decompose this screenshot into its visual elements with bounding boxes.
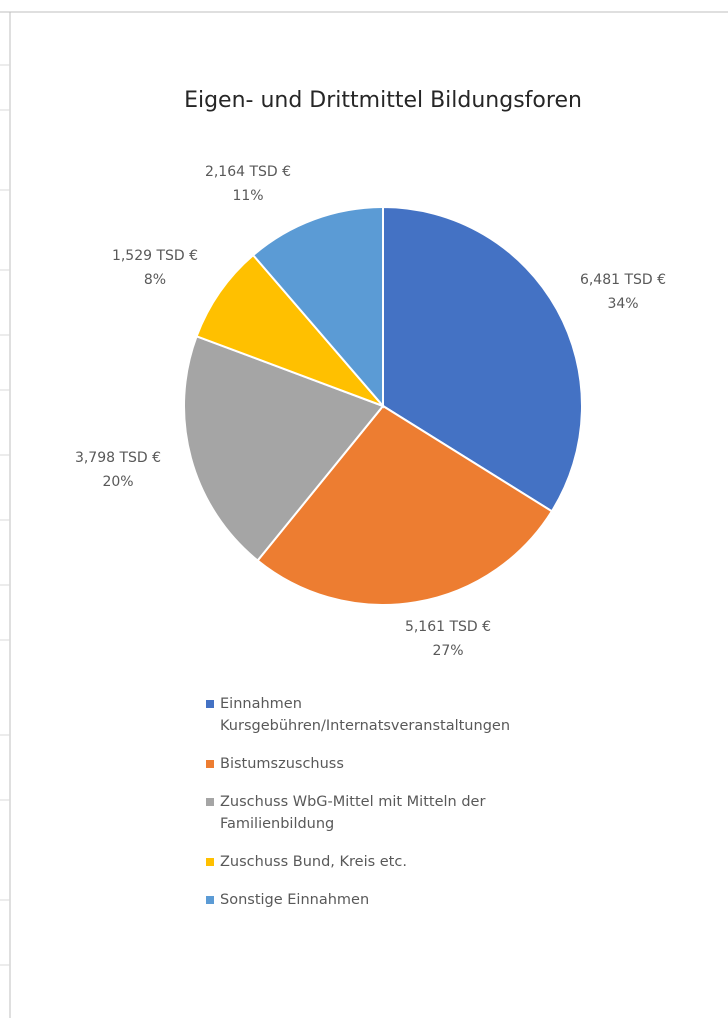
legend-swatch xyxy=(206,858,214,866)
legend-swatch xyxy=(206,798,214,806)
pie-slice xyxy=(382,205,583,513)
value-label: 6,481 TSD € xyxy=(580,272,666,288)
pie-slice xyxy=(256,404,554,606)
chart-title: Eigen- und Drittmittel Bildungsforen xyxy=(184,88,582,113)
legend-item: Zuschuss Bund, Kreis etc. xyxy=(206,851,576,873)
percent-label: 27% xyxy=(432,643,463,659)
value-label: 3,798 TSD € xyxy=(75,450,161,466)
legend-item: Sonstige Einnahmen xyxy=(206,889,576,911)
value-label: 1,529 TSD € xyxy=(112,248,198,264)
legend-swatch xyxy=(206,760,214,768)
legend-item: Bistumszuschuss xyxy=(206,753,576,775)
legend-label: Sonstige Einnahmen xyxy=(220,892,370,908)
pie-slice xyxy=(183,334,385,562)
pie-slice xyxy=(251,205,384,409)
pie-slice xyxy=(195,253,384,407)
percent-label: 8% xyxy=(144,272,166,288)
legend-label: Zuschuss WbG-Mittel mit Mitteln der Fami… xyxy=(220,794,486,832)
value-label: 5,161 TSD € xyxy=(405,619,491,635)
sheet-rows xyxy=(0,64,10,966)
legend: Einnahmen Kursgebühren/Internatsveransta… xyxy=(206,693,576,927)
percent-label: 34% xyxy=(607,296,638,312)
legend-label: Zuschuss Bund, Kreis etc. xyxy=(220,854,407,870)
legend-item: Einnahmen Kursgebühren/Internatsveransta… xyxy=(206,693,576,737)
legend-swatch xyxy=(206,700,214,708)
value-label: 2,164 TSD € xyxy=(205,164,291,180)
legend-swatch xyxy=(206,896,214,904)
percent-label: 11% xyxy=(232,188,263,204)
percent-label: 20% xyxy=(102,474,133,490)
legend-label: Bistumszuschuss xyxy=(220,756,344,772)
legend-item: Zuschuss WbG-Mittel mit Mitteln der Fami… xyxy=(206,791,576,835)
legend-label: Einnahmen Kursgebühren/Internatsveransta… xyxy=(220,696,511,734)
